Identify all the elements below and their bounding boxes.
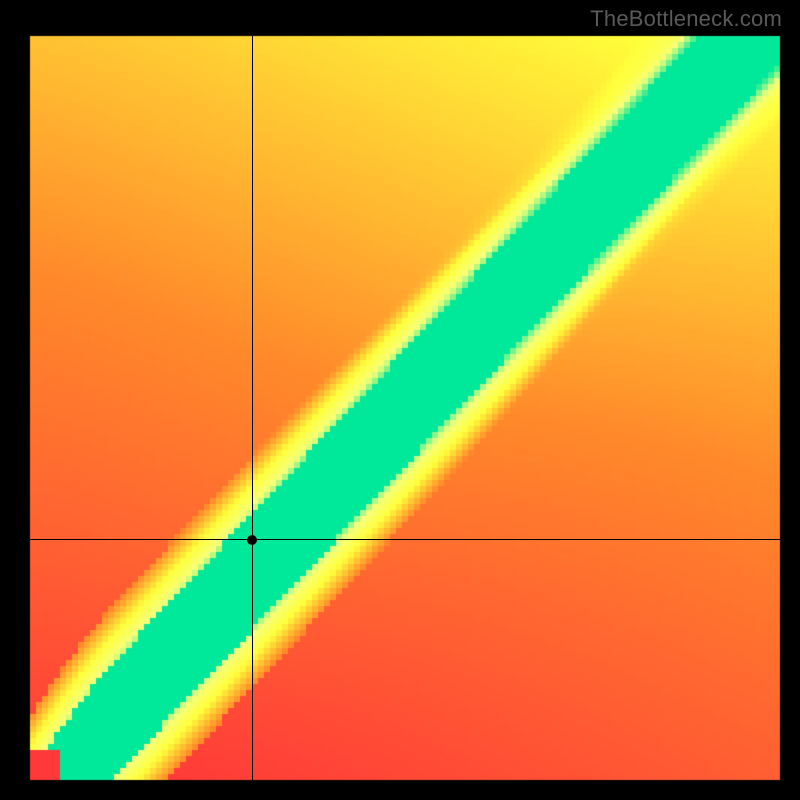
crosshair-point — [247, 535, 257, 545]
crosshair-vertical-line — [252, 36, 253, 780]
watermark-text: TheBottleneck.com — [590, 6, 782, 32]
crosshair-horizontal-line — [30, 539, 780, 540]
bottleneck-heatmap — [0, 0, 800, 800]
chart-container: TheBottleneck.com — [0, 0, 800, 800]
